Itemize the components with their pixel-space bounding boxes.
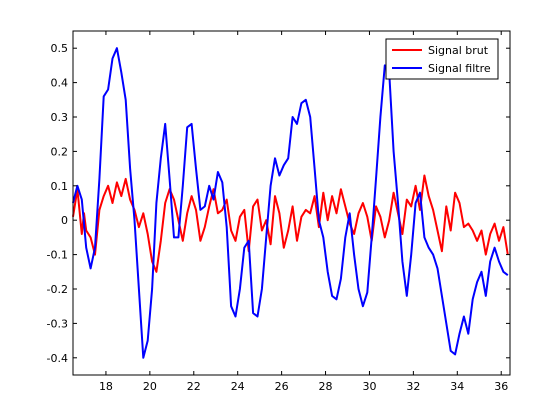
legend-box <box>385 38 499 80</box>
series-line-signal-brut <box>72 174 509 273</box>
x-tick-label: 24 <box>231 380 245 393</box>
y-tick-label: 0.4 <box>51 77 69 90</box>
x-tick-label: 34 <box>450 380 464 393</box>
plot-area <box>73 31 510 375</box>
x-tick-label: 36 <box>494 380 508 393</box>
legend-label-signal-filtre: Signal filtre <box>428 62 491 75</box>
y-tick-label: 0 <box>61 214 68 227</box>
x-tick-label: 18 <box>99 380 113 393</box>
y-tick-label: -0.2 <box>47 283 68 296</box>
y-tick-label: 0.5 <box>51 42 69 55</box>
y-tick-label: -0.4 <box>47 352 68 365</box>
y-tick-label: 0.2 <box>51 145 69 158</box>
y-axis: 0.5 0.4 0.3 0.2 0.1 0 -0.1 -0.2 -0.3 -0.4 <box>47 42 510 365</box>
x-tick-label: 30 <box>362 380 376 393</box>
series-layer <box>72 47 509 359</box>
x-tick-label: 32 <box>406 380 420 393</box>
y-tick-label: 0.3 <box>51 111 69 124</box>
y-tick-label: 0.1 <box>51 180 69 193</box>
y-tick-label: -0.3 <box>47 317 68 330</box>
x-tick-label: 22 <box>187 380 201 393</box>
y-tick-label: -0.1 <box>47 249 68 262</box>
x-tick-label: 26 <box>275 380 289 393</box>
legend: Signal brut Signal filtre <box>385 38 499 80</box>
x-axis: 18 20 22 24 26 28 30 32 34 36 <box>99 31 508 393</box>
series-line-signal-filtre <box>72 47 509 359</box>
x-tick-label: 28 <box>319 380 333 393</box>
plot-border <box>72 30 511 376</box>
x-tick-label: 20 <box>143 380 157 393</box>
legend-label-signal-brut: Signal brut <box>428 44 489 57</box>
